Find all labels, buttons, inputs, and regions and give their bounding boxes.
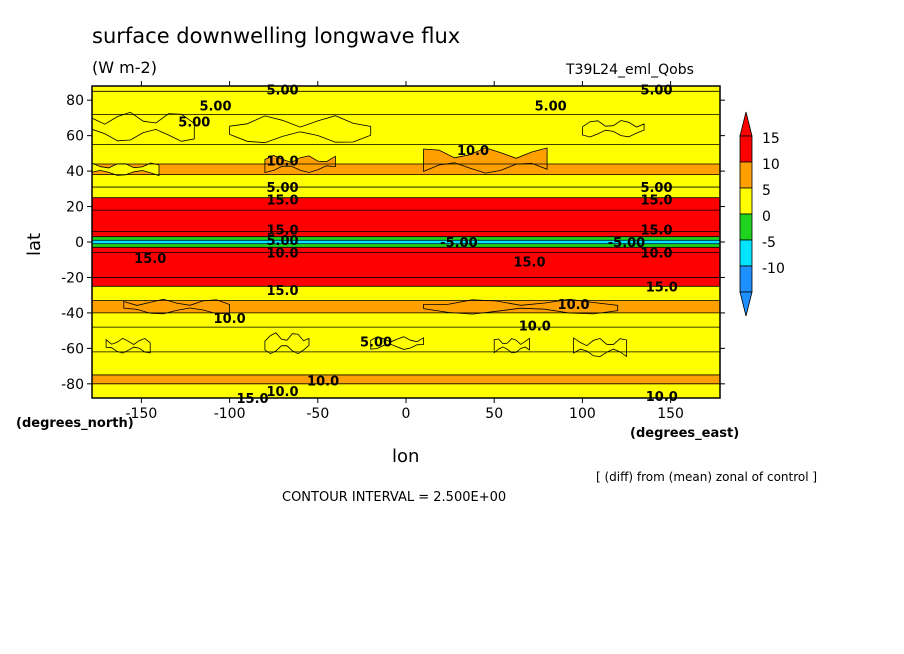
- x-tick-label-3: 0: [402, 406, 411, 422]
- contour-patch-8: [264, 332, 310, 355]
- contour-band-1: [92, 91, 720, 115]
- x-tick-label-4: 50: [485, 406, 503, 422]
- colorbar-label-2: 5: [762, 183, 771, 199]
- x-tick-label-6: 150: [657, 406, 684, 422]
- colorbar-swatch-0: [739, 135, 753, 163]
- contour-label-22: 10.0: [214, 312, 246, 327]
- contour-band-10: [92, 236, 720, 241]
- x-tick-label-2: -50: [306, 406, 329, 422]
- contour-patch-2: [582, 120, 645, 138]
- y-tick-label-4: 0: [75, 235, 84, 251]
- contour-band-4: [92, 164, 720, 175]
- y-tick-label-6: 40: [66, 164, 84, 180]
- x-tick-label-0: -150: [126, 406, 158, 422]
- contour-band-12: [92, 243, 720, 248]
- colorbar-swatch-5: [739, 265, 753, 293]
- colorbar-label-0: 15: [762, 131, 780, 147]
- contour-label-3: 5.00: [178, 115, 210, 130]
- y-tick-label-2: -40: [61, 306, 84, 322]
- contour-band-8: [92, 210, 720, 232]
- colorbar-label-4: -5: [762, 235, 776, 251]
- colorbar-arrow-top: [739, 111, 753, 137]
- contour-patch-7: [423, 298, 619, 315]
- contour-band-11: [92, 240, 720, 244]
- y-tick-label-0: -80: [61, 377, 84, 393]
- contour-label-18: 15.0: [134, 252, 166, 267]
- contour-band-5: [92, 174, 720, 188]
- contour-label-26: 10.0: [307, 374, 339, 389]
- x-axis-label: lon: [392, 446, 420, 467]
- colorbar-arrow-bottom: [739, 291, 753, 317]
- colorbar-swatch-1: [739, 161, 753, 189]
- contour-label-15: -5.00: [608, 236, 645, 251]
- y-tick-label-5: 20: [66, 200, 84, 216]
- contour-label-20: 15.0: [266, 284, 298, 299]
- contour-label-9: 15.0: [266, 193, 298, 208]
- run-name: T39L24_eml_Qobs: [566, 62, 694, 78]
- contour-patch-9: [370, 336, 425, 350]
- colorbar-swatch-3: [739, 213, 753, 241]
- contour-band-15: [92, 277, 720, 287]
- contour-label-12: 15.0: [640, 224, 672, 239]
- contour-band-18: [92, 312, 720, 328]
- contour-band-7: [92, 197, 720, 211]
- contour-patch-1: [229, 115, 372, 144]
- contour-band-9: [92, 231, 720, 237]
- contour-label-8: 5.00: [640, 181, 672, 196]
- contour-band-3: [92, 144, 720, 164]
- contour-label-25: 5.00: [360, 335, 392, 350]
- contour-label-27: 10.0: [266, 385, 298, 400]
- y-tick-label-1: -60: [61, 341, 84, 357]
- contour-label-11: 15.0: [266, 224, 298, 239]
- y-axis-label: lat: [24, 232, 45, 256]
- contour-label-2: 5.00: [199, 100, 231, 115]
- contour-label-19: 15.0: [513, 256, 545, 271]
- y-tick-label-7: 60: [66, 129, 84, 145]
- contour-patch-10: [493, 337, 530, 354]
- contour-band-16: [92, 286, 720, 301]
- contour-label-7: 5.00: [266, 181, 298, 196]
- contour-band-21: [92, 374, 720, 384]
- contour-label-16: 10.0: [266, 247, 298, 262]
- contour-band-20: [92, 351, 720, 375]
- contour-label-4: 5.00: [535, 100, 567, 115]
- contour-label-14: -5.00: [440, 236, 477, 251]
- contour-label-10: 15.0: [640, 193, 672, 208]
- contour-patch-0: [91, 111, 195, 142]
- contour-patch-12: [105, 337, 151, 354]
- contour-label-6: 10.0: [457, 144, 489, 159]
- contour-label-21: 15.0: [646, 280, 678, 295]
- contour-label-13: 5.00: [266, 234, 298, 249]
- x-tick-label-1: -100: [214, 406, 246, 422]
- contour-band-13: [92, 247, 720, 253]
- contour-patch-11: [573, 337, 627, 358]
- contour-patch-4: [423, 147, 548, 174]
- y-axis-units: (degrees_north): [16, 416, 134, 431]
- colorbar-swatch-2: [739, 187, 753, 215]
- contour-label-17: 10.0: [640, 247, 672, 262]
- x-tick-label-5: 100: [569, 406, 596, 422]
- x-axis-units: (degrees_east): [630, 426, 740, 441]
- contour-label-28: 15.0: [236, 392, 268, 407]
- colorbar-label-3: 0: [762, 209, 771, 225]
- contour-interval: CONTOUR INTERVAL = 2.500E+00: [282, 490, 507, 505]
- contour-label-5: 10.0: [266, 154, 298, 169]
- colorbar-swatch-4: [739, 239, 753, 267]
- contour-label-24: 10.0: [519, 319, 551, 334]
- colorbar-label-5: -10: [762, 261, 785, 277]
- colorbar-label-1: 10: [762, 157, 780, 173]
- contour-label-0: 5.00: [266, 84, 298, 99]
- contour-band-0: [92, 86, 720, 92]
- chart-title: surface downwelling longwave flux: [92, 24, 461, 48]
- y-tick-label-3: -20: [61, 270, 84, 286]
- diff-note: [ (diff) from (mean) zonal of control ]: [596, 470, 818, 484]
- chart-units: (W m-2): [92, 58, 157, 77]
- contour-label-23: 10.0: [558, 298, 590, 313]
- contour-band-22: [92, 383, 720, 398]
- y-tick-label-8: 80: [66, 93, 84, 109]
- contour-label-1: 5.00: [640, 84, 672, 99]
- contour-band-14: [92, 252, 720, 278]
- contour-band-6: [92, 187, 720, 198]
